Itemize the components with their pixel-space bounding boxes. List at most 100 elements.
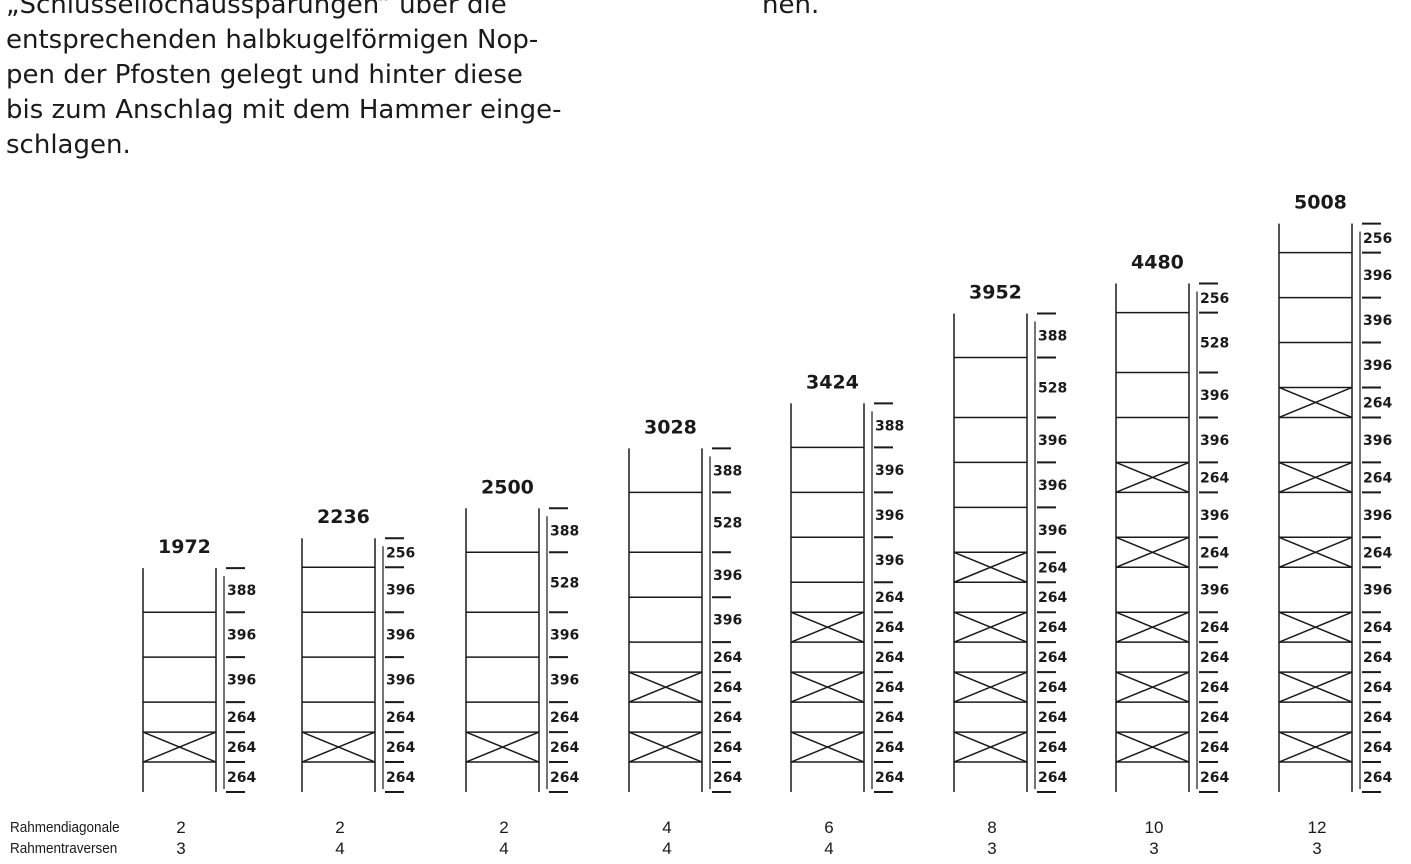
diagonals-value: 8 — [987, 818, 997, 837]
segment-length-label: 264 — [1038, 770, 1067, 786]
segment-length-label: 264 — [713, 650, 742, 666]
segment-length-label: 388 — [550, 523, 579, 539]
segment-length-label: 264 — [550, 710, 579, 726]
segment-length-label: 528 — [550, 575, 579, 591]
frame-diagonal — [790, 671, 865, 703]
segment-length-label: 396 — [1363, 313, 1392, 329]
segment-length-label: 264 — [875, 620, 904, 636]
frame-diagonal — [1278, 611, 1353, 643]
segment-length-label: 256 — [1200, 291, 1229, 307]
frame-height-label: 3952 — [969, 281, 1022, 303]
segment-length-label: 396 — [875, 553, 904, 569]
frame-diagonal — [790, 731, 865, 763]
segment-length-label: 264 — [1038, 620, 1067, 636]
diagonals-value: 10 — [1144, 818, 1164, 837]
frame-diagonal — [953, 611, 1028, 643]
frame-diagonal — [628, 731, 703, 763]
frame-height-label: 4480 — [1131, 252, 1184, 274]
text-line: entsprechenden halbkugelförmigen Nop- — [6, 25, 539, 55]
diagonals-label: Rahmendiagonale — [10, 819, 120, 836]
segment-length-label: 396 — [713, 568, 742, 584]
segment-length-label: 396 — [713, 613, 742, 629]
frame-diagonal — [628, 671, 703, 703]
segment-length-label: 264 — [1038, 740, 1067, 756]
segment-length-label: 256 — [386, 546, 415, 562]
segment-length-label: 264 — [227, 740, 256, 756]
segment-length-label: 396 — [1038, 478, 1067, 494]
segment-length-label: 264 — [1200, 680, 1229, 696]
right-text-fragment: nen. — [762, 0, 819, 23]
text-line: „Schlüssellochaussparungen“ über die — [6, 0, 507, 20]
segment-length-label: 528 — [713, 515, 742, 531]
segment-length-label: 264 — [875, 710, 904, 726]
segment-length-label: 396 — [550, 628, 579, 644]
segment-length-label: 264 — [1200, 650, 1229, 666]
frame-height-label: 2500 — [481, 476, 534, 498]
frame-diagonal — [142, 731, 217, 763]
segment-length-label: 256 — [1363, 231, 1392, 247]
segment-length-label: 396 — [227, 673, 256, 689]
segment-length-label: 264 — [1200, 545, 1229, 561]
segment-length-label: 264 — [713, 710, 742, 726]
segment-length-label: 264 — [386, 740, 415, 756]
diagonals-value: 2 — [499, 818, 509, 837]
segment-length-label: 396 — [1363, 358, 1392, 374]
diagonals-value: 12 — [1307, 818, 1327, 837]
segment-length-label: 264 — [875, 770, 904, 786]
segment-length-label: 264 — [1363, 620, 1392, 636]
segment-length-label: 264 — [1200, 770, 1229, 786]
segment-length-label: 264 — [550, 740, 579, 756]
segment-length-label: 264 — [713, 770, 742, 786]
segment-length-label: 396 — [875, 463, 904, 479]
segment-length-label: 264 — [227, 710, 256, 726]
traverses-value: 4 — [335, 839, 345, 858]
traverses-label: Rahmentraversen — [10, 840, 118, 857]
segment-length-label: 528 — [1038, 380, 1067, 396]
frame-diagonal — [1115, 611, 1190, 643]
frame-diagonal — [1115, 731, 1190, 763]
frame-diagonal — [1278, 671, 1353, 703]
segment-length-label: 388 — [875, 418, 904, 434]
frame-diagonal — [953, 731, 1028, 763]
segment-length-label: 264 — [1200, 710, 1229, 726]
segment-length-label: 396 — [875, 508, 904, 524]
segment-length-label: 264 — [1038, 710, 1067, 726]
segment-length-label: 396 — [386, 628, 415, 644]
frame-diagonal — [1278, 731, 1353, 763]
segment-length-label: 264 — [550, 770, 579, 786]
text-line: pen der Pfosten gelegt und hinter diese — [6, 60, 523, 90]
frame-diagonal — [465, 731, 540, 763]
traverses-value: 4 — [824, 839, 834, 858]
frame-diagonal — [1278, 386, 1353, 419]
segment-length-label: 396 — [1200, 388, 1229, 404]
diagonals-value: 2 — [335, 818, 345, 837]
segment-length-label: 264 — [227, 770, 256, 786]
segment-length-label: 264 — [1200, 620, 1229, 636]
segment-length-label: 396 — [1038, 523, 1067, 539]
segment-length-label: 388 — [713, 463, 742, 479]
segment-length-label: 388 — [1038, 329, 1067, 345]
segment-length-label: 264 — [1363, 680, 1392, 696]
frame-diagonal — [1278, 461, 1353, 494]
frame-height-label: 3424 — [806, 371, 859, 393]
segment-length-label: 264 — [386, 770, 415, 786]
segment-length-label: 264 — [875, 740, 904, 756]
segment-length-label: 396 — [1038, 433, 1067, 449]
segment-length-label: 264 — [1363, 545, 1392, 561]
frame-diagonal — [953, 551, 1028, 583]
text-line: schlagen. — [6, 130, 131, 160]
frame-diagonal — [1115, 461, 1190, 494]
segment-length-label: 264 — [713, 680, 742, 696]
segment-length-label: 264 — [1363, 395, 1392, 411]
segment-length-label: 264 — [875, 590, 904, 606]
text-line: bis zum Anschlag mit dem Hammer einge- — [6, 95, 562, 125]
frame-diagonal — [790, 611, 865, 643]
traverses-row: Rahmentraversen 3 4 4 4 4 3 3 3 — [10, 839, 1410, 859]
segment-length-label: 264 — [1363, 650, 1392, 666]
segment-length-label: 264 — [1038, 560, 1067, 576]
segment-length-label: 264 — [1200, 470, 1229, 486]
frame-height-label: 1972 — [158, 536, 211, 558]
segment-length-label: 264 — [1038, 680, 1067, 696]
segment-length-label: 264 — [875, 650, 904, 666]
